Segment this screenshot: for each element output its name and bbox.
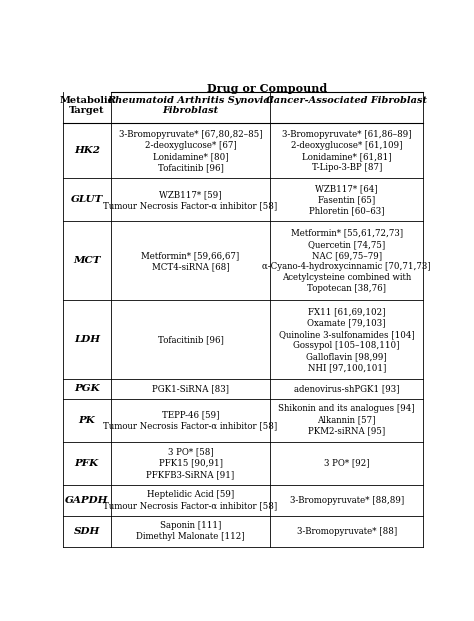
Text: GLUT: GLUT (71, 196, 103, 204)
Text: adenovirus-shPGK1 [93]: adenovirus-shPGK1 [93] (294, 384, 400, 394)
Text: HK2: HK2 (74, 147, 100, 155)
Text: Metformin* [59,66,67]
MCT4-siRNA [68]: Metformin* [59,66,67] MCT4-siRNA [68] (141, 251, 240, 271)
Text: FX11 [61,69,102]
Oxamate [79,103]
Quinoline 3-sulfonamides [104]
Gossypol [105–1: FX11 [61,69,102] Oxamate [79,103] Quinol… (279, 307, 415, 372)
Text: Saponin [111]
Dimethyl Malonate [112]: Saponin [111] Dimethyl Malonate [112] (136, 522, 245, 542)
Text: 3 PO* [92]: 3 PO* [92] (324, 459, 370, 468)
Text: Drug or Compound: Drug or Compound (207, 83, 327, 94)
Text: SDH: SDH (73, 527, 100, 536)
Text: WZB117* [59]
Tumour Necrosis Factor-α inhibitor [58]: WZB117* [59] Tumour Necrosis Factor-α in… (103, 190, 278, 210)
Text: Tofacitinib [96]: Tofacitinib [96] (158, 335, 224, 345)
Text: PGK: PGK (74, 384, 100, 394)
Text: Shikonin and its analogues [94]
Alkannin [57]
PKM2-siRNA [95]: Shikonin and its analogues [94] Alkannin… (278, 404, 415, 436)
Text: Cancer-Associated Fibroblast: Cancer-Associated Fibroblast (266, 96, 427, 105)
Text: PK: PK (78, 415, 95, 425)
Text: PGK1-SiRNA [83]: PGK1-SiRNA [83] (152, 384, 229, 394)
Text: Heptelidic Acid [59]
Tumour Necrosis Factor-α inhibitor [58]: Heptelidic Acid [59] Tumour Necrosis Fac… (103, 490, 278, 510)
Text: 3 PO* [58]
PFK15 [90,91]
PFKFB3-SiRNA [91]: 3 PO* [58] PFK15 [90,91] PFKFB3-SiRNA [9… (146, 448, 235, 479)
Text: Metabolic
Target: Metabolic Target (60, 96, 114, 116)
Text: Metformin* [55,61,72,73]
Quercetin [74,75]
NAC [69,75–79]
α-Cyano-4-hydroxycinna: Metformin* [55,61,72,73] Quercetin [74,7… (263, 229, 431, 293)
Text: GAPDH: GAPDH (65, 496, 109, 505)
Text: TEPP-46 [59]
Tumour Necrosis Factor-α inhibitor [58]: TEPP-46 [59] Tumour Necrosis Factor-α in… (103, 410, 278, 430)
Text: MCT: MCT (73, 256, 100, 265)
Text: 3-Bromopyruvate* [67,80,82–85]
2-deoxyglucose* [67]
Lonidamine* [80]
Tofacitinib: 3-Bromopyruvate* [67,80,82–85] 2-deoxygl… (119, 130, 263, 172)
Text: 3-Bromopyruvate* [61,86–89]
2-deoxyglucose* [61,109]
Lonidamine* [61,81]
T-Lipo-: 3-Bromopyruvate* [61,86–89] 2-deoxygluco… (282, 130, 411, 172)
Text: LDH: LDH (74, 335, 100, 345)
Text: PFK: PFK (75, 459, 99, 468)
Text: 3-Bromopyruvate* [88,89]: 3-Bromopyruvate* [88,89] (290, 496, 404, 505)
Text: 3-Bromopyruvate* [88]: 3-Bromopyruvate* [88] (297, 527, 397, 536)
Text: WZB117* [64]
Fasentin [65]
Phloretin [60–63]: WZB117* [64] Fasentin [65] Phloretin [60… (309, 184, 384, 215)
Text: Rheumatoid Arthritis Synovial
Fibroblast: Rheumatoid Arthritis Synovial Fibroblast (107, 96, 274, 116)
